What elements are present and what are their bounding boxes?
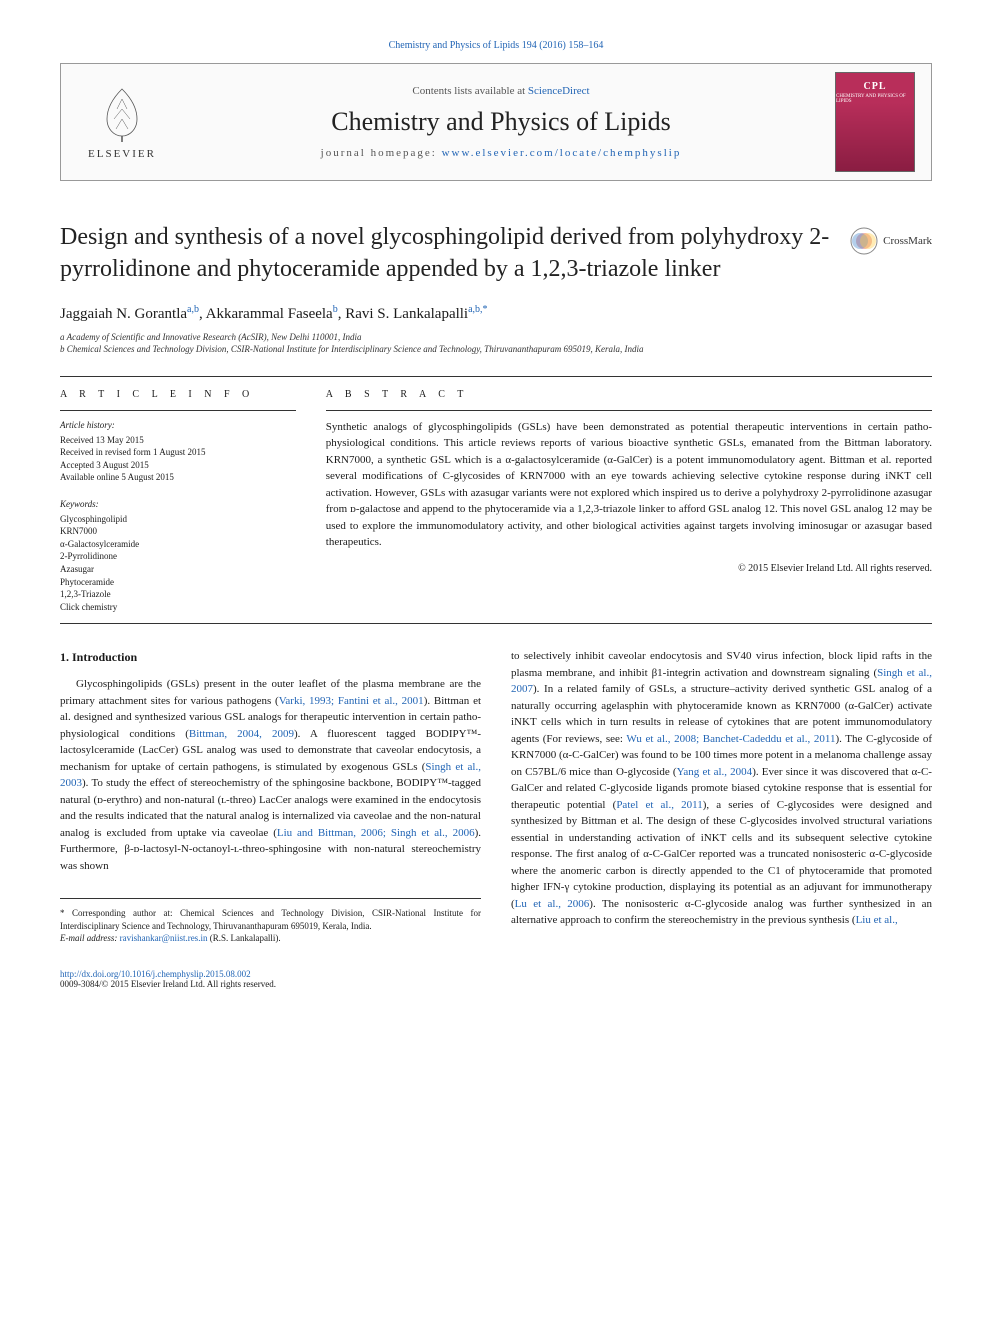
author-1-sup: a,b (187, 304, 199, 315)
crossmark-icon (850, 227, 878, 255)
revised-date: Received in revised form 1 August 2015 (60, 446, 296, 459)
elsevier-label: ELSEVIER (88, 148, 156, 160)
homepage-line: journal homepage: www.elsevier.com/locat… (167, 147, 835, 159)
online-date: Available online 5 August 2015 (60, 471, 296, 484)
section-1-heading: 1. Introduction (60, 648, 481, 666)
cover-label: CPL (864, 81, 887, 92)
keyword: 1,2,3-Triazole (60, 588, 296, 601)
article-history: Article history: Received 13 May 2015 Re… (60, 410, 296, 484)
keyword: Azasugar (60, 563, 296, 576)
accepted-date: Accepted 3 August 2015 (60, 459, 296, 472)
citation[interactable]: Bittman, 2004, 2009 (189, 728, 294, 740)
keywords-block: Keywords: Glycosphingolipid KRN7000 α-Ga… (60, 498, 296, 613)
email-label: E-mail address: (60, 933, 120, 943)
corresponding-text: * Corresponding author at: Chemical Scie… (60, 907, 481, 932)
author-1: Jaggaiah N. Gorantla (60, 306, 187, 322)
tree-icon (92, 84, 152, 144)
journal-title: Chemistry and Physics of Lipids (167, 107, 835, 137)
affiliation-a: a Academy of Scientific and Innovative R… (60, 331, 932, 344)
article-info-heading: A R T I C L E I N F O (60, 389, 296, 400)
body-paragraph: Glycosphingolipids (GSLs) present in the… (60, 676, 481, 874)
keyword: Glycosphingolipid (60, 513, 296, 526)
article-title: Design and synthesis of a novel glycosph… (60, 221, 830, 286)
abstract-text: Synthetic analogs of glycosphingolipids … (326, 410, 932, 551)
issn-copyright: 0009-3084/© 2015 Elsevier Ireland Ltd. A… (60, 979, 932, 989)
author-2: , Akkarammal Faseela (199, 306, 333, 322)
citation[interactable]: Lu et al., 2006 (515, 898, 590, 910)
keyword: α-Galactosylceramide (60, 538, 296, 551)
homepage-prefix: journal homepage: (321, 147, 442, 159)
sciencedirect-link[interactable]: ScienceDirect (528, 85, 590, 97)
sciencedirect-line: Contents lists available at ScienceDirec… (167, 85, 835, 97)
crossmark-badge[interactable]: CrossMark (850, 227, 932, 255)
affiliations: a Academy of Scientific and Innovative R… (60, 331, 932, 356)
affiliation-b: b Chemical Sciences and Technology Divis… (60, 343, 932, 356)
citation[interactable]: Yang et al., 2004 (677, 766, 753, 778)
authors: Jaggaiah N. Gorantlaa,b, Akkarammal Fase… (60, 304, 932, 323)
email-suffix: (R.S. Lankalapalli). (207, 933, 280, 943)
doi-link[interactable]: http://dx.doi.org/10.1016/j.chemphyslip.… (60, 969, 251, 979)
keywords-label: Keywords: (60, 498, 296, 511)
history-label: Article history: (60, 419, 296, 432)
author-3: , Ravi S. Lankalapalli (338, 306, 468, 322)
keyword: KRN7000 (60, 525, 296, 538)
elsevier-logo: ELSEVIER (77, 72, 167, 172)
crossmark-text: CrossMark (883, 235, 932, 247)
keyword: 2-Pyrrolidinone (60, 550, 296, 563)
journal-cover: CPL CHEMISTRY AND PHYSICS OF LIPIDS (835, 72, 915, 172)
body-text: to selectively inhibit caveolar endocyto… (511, 650, 932, 679)
copyright: © 2015 Elsevier Ireland Ltd. All rights … (326, 563, 932, 574)
journal-header-box: ELSEVIER Contents lists available at Sci… (60, 63, 932, 181)
body-paragraph: to selectively inhibit caveolar endocyto… (511, 648, 932, 929)
doi-footer: http://dx.doi.org/10.1016/j.chemphyslip.… (60, 969, 932, 989)
cover-sub: CHEMISTRY AND PHYSICS OF LIPIDS (836, 94, 914, 104)
keyword: Click chemistry (60, 601, 296, 614)
divider (60, 376, 932, 377)
abstract-heading: A B S T R A C T (326, 389, 932, 400)
citation[interactable]: Varki, 1993; Fantini et al., 2001 (279, 695, 424, 707)
citation[interactable]: Liu et al., (856, 914, 898, 926)
divider (60, 623, 932, 624)
citation[interactable]: Liu and Bittman, 2006; Singh et al., 200… (277, 827, 475, 839)
received-date: Received 13 May 2015 (60, 434, 296, 447)
citation[interactable]: Patel et al., 2011 (616, 799, 702, 811)
corresponding-author-footer: * Corresponding author at: Chemical Scie… (60, 898, 481, 945)
header-citation: Chemistry and Physics of Lipids 194 (201… (60, 40, 932, 51)
citation[interactable]: Wu et al., 2008; Banchet-Cadeddu et al.,… (626, 733, 835, 745)
contents-text: Contents lists available at (412, 85, 527, 97)
homepage-link[interactable]: www.elsevier.com/locate/chemphyslip (442, 147, 682, 159)
keyword: Phytoceramide (60, 576, 296, 589)
author-3-sup: a,b,* (468, 304, 487, 315)
email-link[interactable]: ravishankar@niist.res.in (120, 933, 208, 943)
body-text: ), a series of C-glycosides were designe… (511, 799, 932, 910)
